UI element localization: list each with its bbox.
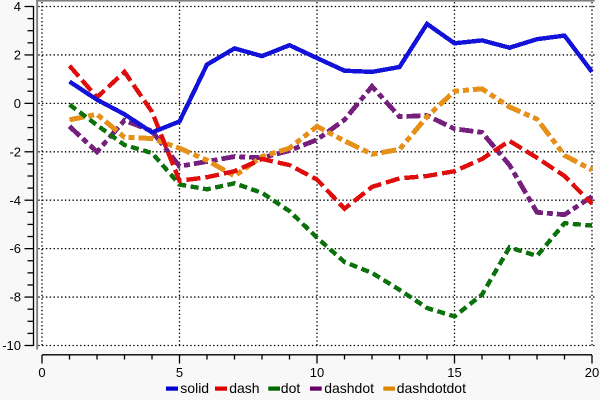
svg-text:4: 4	[14, 0, 21, 14]
svg-text:15: 15	[447, 365, 461, 380]
svg-text:0: 0	[38, 365, 45, 380]
svg-text:dash: dash	[229, 380, 259, 396]
svg-text:-10: -10	[2, 338, 21, 353]
svg-text:2: 2	[14, 48, 21, 63]
svg-text:-8: -8	[9, 290, 21, 305]
svg-text:10: 10	[310, 365, 324, 380]
svg-text:-2: -2	[9, 144, 21, 159]
svg-text:-4: -4	[9, 193, 21, 208]
svg-text:-6: -6	[9, 241, 21, 256]
svg-text:5: 5	[176, 365, 183, 380]
svg-text:dashdot: dashdot	[324, 380, 374, 396]
svg-text:solid: solid	[180, 380, 209, 396]
svg-text:dashdotdot: dashdotdot	[397, 380, 466, 396]
svg-text:dot: dot	[281, 380, 301, 396]
svg-text:20: 20	[585, 365, 599, 380]
svg-text:0: 0	[14, 96, 21, 111]
